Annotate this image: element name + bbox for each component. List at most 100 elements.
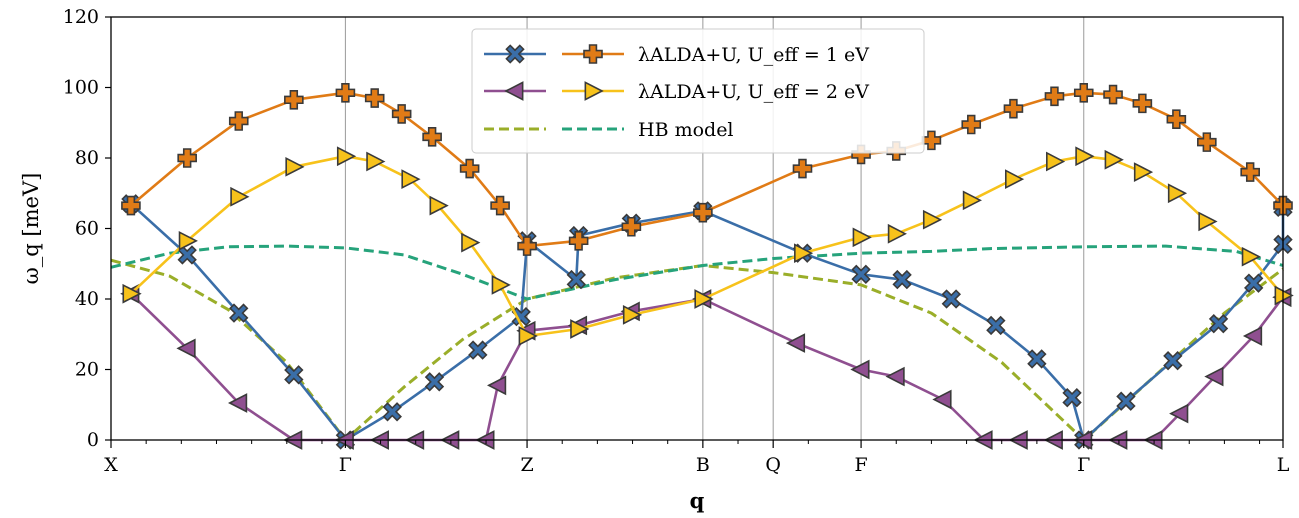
data-point-u1_branch_b-1 (177, 148, 197, 168)
legend-label-0: λALDA+U, U_eff = 1 eV (638, 44, 869, 66)
legend-marker-u1_branch_b (583, 44, 603, 64)
data-point-u2_branch_b-21 (1075, 146, 1095, 167)
data-point-u2_branch_a-17 (932, 389, 952, 410)
y-tick-label-0: 0 (87, 429, 99, 451)
data-point-u2_branch_b-0 (122, 283, 142, 304)
legend-label-1: λALDA+U, U_eff = 2 eV (638, 81, 869, 103)
data-point-u1_branch_a-8 (511, 306, 531, 327)
data-point-u1_branch_a-24 (1208, 313, 1229, 334)
data-point-u1_branch_b-24 (1166, 109, 1187, 130)
data-point-u2_branch_a-2 (227, 393, 248, 413)
x-tick-label-F: F (854, 454, 867, 476)
data-point-u1_branch_a-19 (1027, 349, 1047, 369)
series-line-u2_branch_a (129, 292, 1285, 442)
series-line-u2_branch_b (130, 154, 1284, 338)
series-line-u1_branch_b (130, 91, 1284, 248)
data-point-u1_branch_b-12 (621, 216, 642, 237)
y-tick-label-40: 40 (75, 288, 99, 310)
series-hb_b (110, 244, 1284, 301)
data-point-u2_branch_b-14 (794, 243, 814, 264)
data-point-u2_branch_a-26 (1242, 326, 1263, 346)
data-point-u1_branch_b-2 (228, 111, 249, 131)
data-point-u1_branch_b-14 (792, 158, 813, 179)
series-u2_branch_b (122, 146, 1294, 346)
data-point-u2_branch_b-9 (491, 275, 511, 295)
data-point-u2_branch_b-2 (230, 186, 250, 207)
series-line-u1_branch_a (130, 202, 1285, 442)
data-point-u1_branch_a-16 (892, 269, 912, 290)
data-point-u1_branch_b-11 (568, 231, 589, 251)
y-tick-label-100: 100 (63, 77, 99, 99)
data-point-u2_branch_b-19 (1004, 169, 1025, 190)
data-point-u2_branch_b-24 (1167, 183, 1188, 204)
data-point-u2_branch_b-17 (922, 209, 943, 230)
data-point-u2_branch_b-11 (570, 319, 590, 339)
data-point-u2_branch_a-1 (176, 338, 196, 359)
y-tick-label-80: 80 (75, 147, 99, 169)
data-point-u2_branch_a-14 (785, 333, 806, 353)
data-point-u2_branch_b-6 (401, 169, 421, 190)
data-point-u2_branch_b-18 (962, 190, 982, 211)
series-line-hb_b (110, 244, 1284, 301)
data-point-u1_branch_a-20 (1062, 388, 1082, 408)
axes: 0 20 40 60 80 100 120 X Γ Z B Q F Γ Lq ω_q [meV] (19, 6, 1290, 513)
data-point-u2_branch_b-27 (1274, 285, 1294, 306)
data-point-u2_branch_b-23 (1133, 162, 1154, 182)
y-tick-label-120: 120 (63, 6, 99, 28)
data-point-u1_branch_a-22 (1116, 391, 1136, 411)
data-point-u1_branch_b-0 (121, 195, 141, 216)
data-point-u2_branch_b-12 (622, 305, 643, 325)
data-point-u1_branch_b-6 (391, 104, 412, 124)
data-point-u1_branch_a-5 (382, 402, 402, 422)
legend-box (471, 28, 925, 154)
data-point-u1_branch_b-13 (693, 202, 713, 223)
x-tick-label-L: L (1277, 454, 1290, 476)
data-point-u1_branch_b-25 (1197, 132, 1217, 152)
series-u1_branch_a (121, 194, 1293, 450)
data-point-u1_branch_a-3 (284, 365, 304, 385)
data-point-u1_branch_b-9 (490, 195, 510, 216)
y-axis-label: ω_q [meV] (19, 173, 43, 285)
data-point-u1_branch_a-17 (941, 289, 962, 309)
data-point-u1_branch_a-10 (566, 269, 586, 290)
series-hb_a (110, 258, 1284, 442)
x-tick-label-Q: Q (765, 454, 781, 476)
data-point-u2_branch_b-16 (887, 223, 907, 244)
data-point-u2_branch_b-15 (852, 227, 872, 248)
data-point-u2_branch_b-25 (1198, 211, 1218, 232)
x-axis-label: q (690, 488, 705, 513)
data-point-u1_branch_b-3 (284, 90, 304, 110)
legend-label-2: HB model (638, 119, 734, 141)
legend: λALDA+U, U_eff = 1 eV λALDA+U, U_eff = 2 … (471, 28, 925, 154)
data-point-u1_branch_b-20 (1044, 86, 1065, 107)
data-point-u2_branch_b-1 (178, 230, 198, 251)
data-point-u2_branch_a-16 (885, 366, 905, 387)
data-point-u2_branch_b-4 (336, 146, 357, 167)
data-point-u1_branch_b-8 (459, 158, 480, 179)
x-tick-label-Z: Z (520, 454, 533, 476)
x-tick-label-Γ: Γ (339, 454, 352, 476)
data-point-u1_branch_b-17 (921, 130, 942, 151)
data-point-u1_branch_a-23 (1163, 351, 1183, 371)
data-point-u2_branch_b-8 (461, 232, 481, 253)
data-point-u2_branch_b-22 (1104, 149, 1124, 170)
data-point-u1_branch_a-1 (177, 245, 197, 265)
y-tick-label-20: 20 (75, 359, 99, 381)
data-point-u2_branch_a-9 (487, 375, 507, 396)
data-point-u1_branch_a-2 (229, 303, 249, 323)
legend-marker-u2_branch_a (504, 81, 524, 101)
data-point-u2_branch_a-24 (1169, 403, 1189, 424)
x-tick-label-B: B (696, 454, 710, 476)
data-point-u1_branch_b-22 (1103, 84, 1123, 105)
data-point-u1_branch_b-7 (422, 127, 442, 147)
x-tick-label-Γ: Γ (1077, 454, 1090, 476)
series-line-hb_a (110, 258, 1284, 442)
data-point-u2_branch_b-26 (1241, 246, 1261, 267)
data-point-u1_branch_b-4 (335, 82, 356, 103)
data-point-u2_branch_b-5 (366, 151, 386, 172)
legend-marker-u1_branch_a (505, 44, 525, 64)
data-point-u2_branch_b-10 (518, 326, 538, 346)
legend-marker-u2_branch_b (584, 81, 604, 101)
data-point-u2_branch_b-13 (694, 289, 714, 309)
data-point-u2_branch_a-15 (850, 359, 870, 380)
